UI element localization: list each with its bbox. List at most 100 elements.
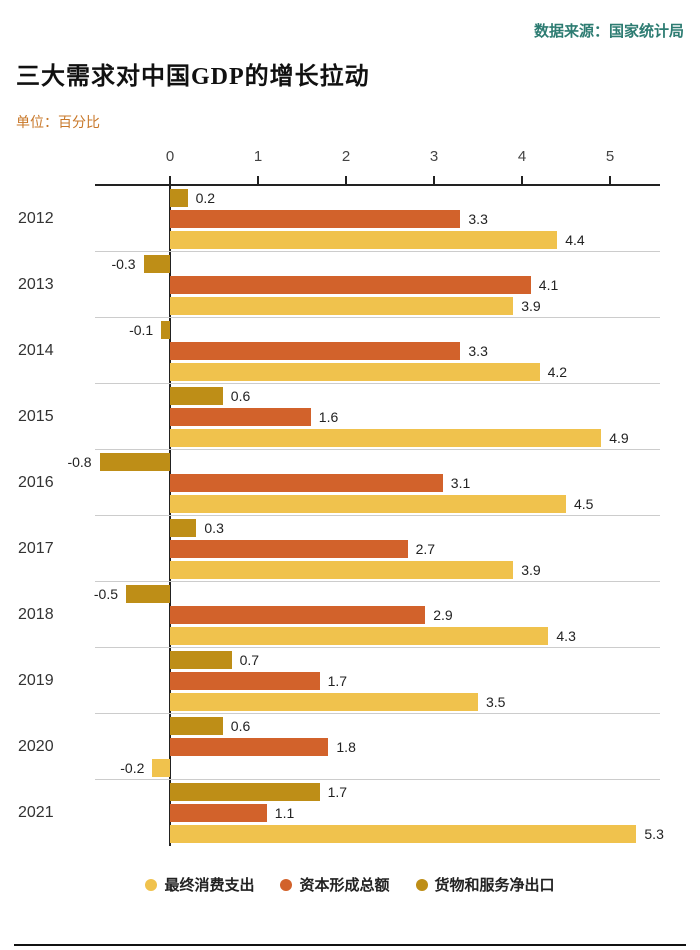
year-label-2019: 2019 [18, 672, 54, 689]
value-label-net_exports-2021: 1.7 [327, 784, 348, 800]
group-separator [95, 779, 660, 780]
value-label-capital-2019: 1.7 [327, 673, 348, 689]
chart-title: 三大需求对中国GDP的增长拉动 [16, 64, 370, 90]
group-separator [95, 713, 660, 714]
value-label-consumption-2021: 5.3 [644, 826, 664, 842]
legend-item-consumption: 最终消费支出 [145, 874, 254, 895]
bar-net_exports-2020 [170, 717, 223, 735]
group-separator [95, 317, 660, 318]
bar-net_exports-2015 [170, 387, 223, 405]
bar-consumption-2012 [170, 231, 558, 249]
bar-capital-2016 [170, 474, 443, 492]
value-label-net_exports-2015: 0.6 [230, 388, 251, 404]
year-group-2018: 2018 -0.5 2.9 4.3 [0, 582, 700, 648]
legend-label-net_exports: 货物和服务净出口 [434, 877, 555, 894]
legend: 最终消费支出 资本形成总额 货物和服务净出口 [0, 874, 700, 895]
value-label-capital-2012: 3.3 [468, 211, 488, 227]
value-label-net_exports-2012: 0.2 [195, 190, 216, 206]
bar-consumption-2013 [170, 297, 514, 315]
x-axis-line [95, 184, 660, 186]
legend-dot-net_exports [415, 878, 428, 891]
bar-net_exports-2017 [170, 519, 197, 537]
x-tick-label-4: 4 [517, 148, 527, 165]
bar-capital-2018 [170, 606, 426, 624]
data-source-text: 数据来源：国家统计局 [533, 23, 684, 40]
value-label-net_exports-2017: 0.3 [204, 520, 224, 536]
bar-net_exports-2014 [161, 321, 170, 339]
x-tick-label-0: 0 [165, 148, 175, 165]
year-label-2014: 2014 [18, 342, 54, 359]
bar-net_exports-2013 [143, 255, 170, 273]
bar-capital-2017 [170, 540, 408, 558]
group-separator [95, 515, 660, 516]
group-separator [95, 581, 660, 582]
year-group-2020: 2020 0.6 1.8 -0.2 [0, 714, 700, 780]
bar-capital-2014 [170, 342, 461, 360]
footer-rule [14, 944, 686, 946]
year-label-2017: 2017 [18, 540, 54, 557]
bar-net_exports-2016 [99, 453, 170, 471]
bar-net_exports-2021 [170, 783, 320, 801]
value-label-consumption-2014: 4.2 [547, 364, 568, 380]
value-label-consumption-2017: 3.9 [521, 562, 541, 578]
year-group-2019: 2019 0.7 1.7 3.5 [0, 648, 700, 714]
x-tick-label-5: 5 [605, 148, 615, 165]
value-label-consumption-2012: 4.4 [565, 232, 585, 248]
year-label-2020: 2020 [18, 738, 54, 755]
value-label-capital-2014: 3.3 [468, 343, 488, 359]
plot-area: 2012 0.2 3.3 4.4 2013 -0.3 4.1 3.9 2014 -0.1 3.3 4.… [0, 186, 700, 846]
bar-consumption-2018 [170, 627, 549, 645]
value-label-capital-2021: 1.1 [274, 805, 295, 821]
year-label-2013: 2013 [18, 276, 54, 293]
x-tick-mark-5 [609, 176, 611, 184]
value-label-consumption-2015: 4.9 [609, 430, 629, 446]
legend-item-capital: 资本形成总额 [280, 874, 390, 895]
value-label-net_exports-2018: -0.5 [93, 586, 118, 602]
year-label-2021: 2021 [18, 804, 54, 821]
bar-consumption-2017 [170, 561, 514, 579]
bar-capital-2019 [170, 672, 320, 690]
value-label-consumption-2013: 3.9 [521, 298, 541, 314]
year-label-2012: 2012 [18, 210, 54, 227]
value-label-capital-2016: 3.1 [450, 475, 471, 491]
year-group-2012: 2012 0.2 3.3 4.4 [0, 186, 700, 252]
group-separator [95, 251, 660, 252]
value-label-net_exports-2014: -0.1 [129, 322, 154, 338]
bar-consumption-2019 [170, 693, 478, 711]
legend-dot-consumption [145, 878, 158, 891]
bar-consumption-2015 [170, 429, 602, 447]
x-tick-mark-3 [433, 176, 435, 184]
value-label-capital-2013: 4.1 [538, 277, 559, 293]
value-label-capital-2018: 2.9 [433, 607, 453, 623]
value-label-net_exports-2013: -0.3 [111, 256, 136, 272]
value-label-consumption-2016: 4.5 [574, 496, 594, 512]
x-tick-label-2: 2 [341, 148, 351, 165]
value-label-consumption-2019: 3.5 [486, 694, 506, 710]
legend-label-consumption: 最终消费支出 [164, 877, 255, 894]
bar-net_exports-2018 [126, 585, 170, 603]
bar-net_exports-2012 [170, 189, 188, 207]
zero-baseline [169, 186, 171, 846]
bar-consumption-2020 [152, 759, 170, 777]
bar-capital-2015 [170, 408, 311, 426]
legend-item-net_exports: 货物和服务净出口 [415, 874, 555, 895]
group-separator [95, 449, 660, 450]
x-tick-mark-1 [257, 176, 259, 184]
year-group-2016: 2016 -0.8 3.1 4.5 [0, 450, 700, 516]
unit-label: 单位：百分比 [16, 114, 100, 130]
value-label-consumption-2020: -0.2 [120, 760, 145, 776]
group-separator [95, 647, 660, 648]
year-group-2014: 2014 -0.1 3.3 4.2 [0, 318, 700, 384]
legend-label-capital: 资本形成总额 [299, 877, 390, 894]
value-label-net_exports-2020: 0.6 [230, 718, 251, 734]
bar-capital-2020 [170, 738, 329, 756]
bar-consumption-2021 [170, 825, 637, 843]
bar-consumption-2014 [170, 363, 540, 381]
x-tick-label-1: 1 [253, 148, 263, 165]
value-label-capital-2020: 1.8 [336, 739, 356, 755]
bar-consumption-2016 [170, 495, 566, 513]
year-group-2021: 2021 1.7 1.1 5.3 [0, 780, 700, 846]
value-label-net_exports-2019: 0.7 [239, 652, 260, 668]
value-label-capital-2017: 2.7 [415, 541, 436, 557]
bar-net_exports-2019 [170, 651, 232, 669]
